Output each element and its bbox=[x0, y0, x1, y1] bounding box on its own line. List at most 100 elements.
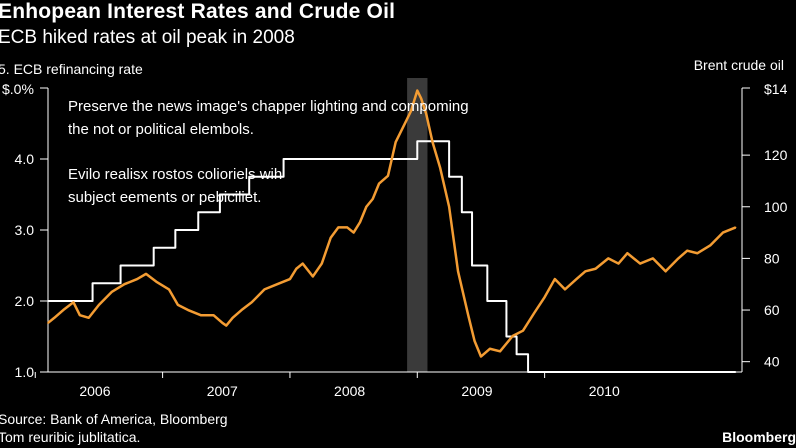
brent-oil-point bbox=[533, 311, 536, 314]
ecb-rate-point bbox=[91, 282, 94, 285]
brent-oil-point bbox=[543, 296, 546, 298]
brent-oil-point bbox=[387, 174, 389, 177]
ecb-rate-point bbox=[416, 140, 419, 143]
brent-oil-point bbox=[511, 335, 514, 337]
brent-oil-point bbox=[473, 340, 476, 342]
ecb-rate-point bbox=[282, 158, 285, 160]
ecb-rate-point bbox=[248, 175, 250, 178]
brent-oil-point bbox=[489, 347, 491, 350]
right-axis-label: Brent crude oil bbox=[693, 57, 784, 73]
brent-oil-point bbox=[664, 270, 667, 273]
left-axis-label: 5. ECB refinancing rate bbox=[0, 61, 143, 77]
brent-oil-point bbox=[212, 314, 215, 317]
brent-oil-point bbox=[448, 205, 450, 208]
left-tick-label: 1.0 bbox=[15, 364, 35, 380]
brent-oil-point bbox=[225, 324, 228, 327]
brent-oil-point bbox=[439, 167, 442, 169]
right-top-tick-label: $14 bbox=[764, 81, 788, 97]
brent-oil-point bbox=[187, 309, 189, 311]
ecb-rate-point bbox=[174, 229, 177, 231]
brent-oil-point bbox=[123, 283, 126, 286]
ecb-rate-point bbox=[47, 300, 49, 302]
brent-oil-point bbox=[276, 283, 279, 286]
source-line: Source: Bank of America, Bloomberg bbox=[0, 411, 228, 427]
x-tick-label: 2010 bbox=[589, 383, 620, 399]
right-tick-label: 120 bbox=[764, 147, 788, 163]
chart-subtitle: ECB hiked rates at oil peak in 2008 bbox=[0, 27, 295, 48]
left-tick-label: 4.0 bbox=[15, 151, 35, 167]
ecb-rate-point bbox=[471, 264, 473, 267]
brent-oil-point bbox=[425, 113, 427, 115]
chart-title: Enhopean Interest Rates and Crude Oil bbox=[0, 0, 396, 23]
brent-oil-point bbox=[295, 267, 298, 270]
source-line: Tom reuribic jublitatica. bbox=[0, 429, 141, 445]
annotation-line: the not or political elembols. bbox=[68, 121, 254, 138]
right-tick-label: 40 bbox=[764, 354, 780, 370]
brent-oil-point bbox=[410, 110, 412, 113]
ecb-rate-point bbox=[486, 300, 489, 302]
brent-oil-point bbox=[200, 314, 202, 317]
brent-oil-line bbox=[47, 89, 737, 358]
brent-oil-point bbox=[639, 262, 641, 265]
x-tick-label: 2007 bbox=[207, 383, 238, 399]
left-tick-label: 3.0 bbox=[15, 222, 35, 238]
brent-oil-point bbox=[231, 316, 234, 319]
left-tick-label: 2.0 bbox=[15, 293, 35, 309]
right-tick-label: 100 bbox=[764, 199, 788, 215]
brent-oil-point bbox=[47, 322, 49, 324]
brent-oil-point bbox=[594, 267, 597, 270]
brent-oil-point bbox=[403, 123, 406, 125]
brent-oil-point bbox=[564, 288, 566, 291]
brent-oil-point bbox=[416, 89, 419, 92]
brent-oil-point bbox=[62, 309, 65, 311]
shaded-period bbox=[407, 78, 428, 372]
brent-oil-point bbox=[301, 262, 304, 265]
brent-oil-point bbox=[320, 262, 323, 265]
brent-oil-point bbox=[289, 278, 291, 280]
brent-oil-point bbox=[378, 182, 380, 185]
ecb-rate-point bbox=[527, 371, 529, 373]
brent-oil-point bbox=[145, 273, 147, 275]
brent-oil-point bbox=[522, 329, 524, 332]
brent-oil-point bbox=[177, 304, 179, 306]
brent-oil-point bbox=[79, 314, 81, 317]
right-tick-label: 80 bbox=[764, 250, 780, 266]
brent-oil-point bbox=[394, 141, 397, 144]
ecb-rate-point bbox=[461, 211, 463, 214]
brent-oil-point bbox=[696, 252, 699, 255]
brent-oil-point bbox=[722, 231, 724, 234]
annotation-line: subject eements or pebiciliet. bbox=[68, 189, 262, 206]
annotation-block-2: Evilo realisx rostos colioriels wih subj… bbox=[68, 163, 282, 209]
brent-oil-point bbox=[155, 280, 158, 283]
annotation-line: Preserve the news image's chapper lighti… bbox=[68, 98, 469, 115]
brent-oil-point bbox=[352, 231, 355, 234]
brent-oil-point bbox=[98, 304, 100, 306]
brent-oil-point bbox=[499, 350, 501, 353]
brent-oil-point bbox=[467, 314, 470, 317]
ecb-rate-point bbox=[505, 335, 508, 338]
ecb-rate-point bbox=[448, 175, 450, 178]
left-top-tick-label: $.0% bbox=[2, 81, 34, 97]
brent-oil-point bbox=[168, 288, 170, 291]
brand-logo: Bloomberg bbox=[722, 429, 796, 445]
brent-oil-point bbox=[677, 257, 680, 260]
brent-oil-point bbox=[617, 262, 620, 265]
brent-oil-point bbox=[263, 288, 266, 291]
brent-oil-point bbox=[686, 249, 689, 252]
brent-oil-point bbox=[337, 226, 340, 229]
brent-oil-point bbox=[221, 322, 224, 324]
brent-oil-point bbox=[312, 275, 314, 278]
ecb-rate-point bbox=[119, 264, 122, 267]
brent-oil-point bbox=[457, 270, 459, 273]
brent-oil-point bbox=[709, 244, 711, 247]
brent-oil-point bbox=[346, 226, 349, 229]
brent-oil-point bbox=[371, 198, 374, 200]
source-note: Source: Bank of America, Bloomberg Tom r… bbox=[0, 410, 228, 446]
brent-oil-point bbox=[72, 301, 75, 304]
brent-oil-point bbox=[136, 278, 138, 280]
brent-oil-point bbox=[626, 252, 629, 255]
brent-oil-point bbox=[365, 205, 368, 208]
x-tick-label: 2008 bbox=[334, 383, 365, 399]
brent-oil-point bbox=[431, 141, 434, 144]
brent-oil-point bbox=[420, 97, 422, 100]
